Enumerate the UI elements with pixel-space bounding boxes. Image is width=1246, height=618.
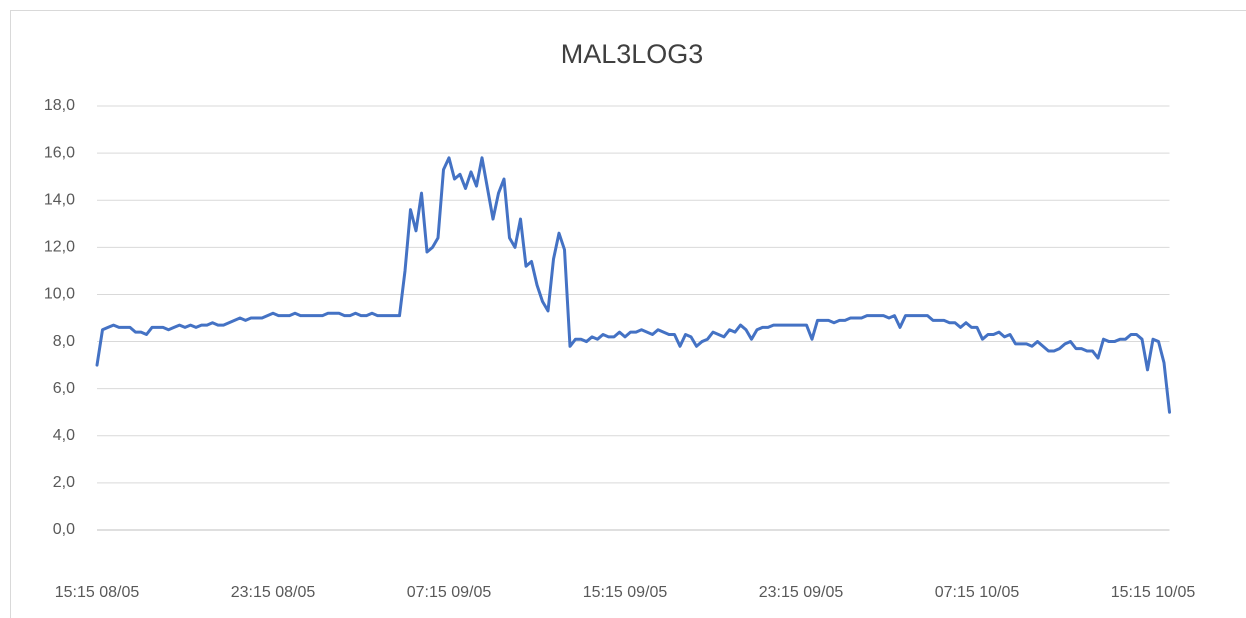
series-line (95, 156, 1171, 414)
x-tick-label: 07:15 09/05 (407, 584, 492, 601)
y-tick-label: 0,0 (53, 521, 75, 538)
y-tick-label: 4,0 (53, 427, 75, 444)
x-tick-label: 23:15 09/05 (759, 584, 844, 601)
chart-title: MAL3LOG3 (561, 39, 704, 69)
x-tick-label: 15:15 10/05 (1111, 584, 1196, 601)
y-tick-label: 10,0 (44, 286, 75, 303)
y-tick-label: 2,0 (53, 474, 75, 491)
x-tick-label: 07:15 10/05 (935, 584, 1020, 601)
y-tick-label: 18,0 (44, 97, 75, 114)
y-tick-label: 16,0 (44, 144, 75, 161)
x-tick-label: 15:15 09/05 (583, 584, 668, 601)
y-tick-label: 6,0 (53, 380, 75, 397)
y-tick-label: 8,0 (53, 333, 75, 350)
chart-frame (10, 10, 1246, 618)
x-tick-label: 23:15 08/05 (231, 584, 316, 601)
x-tick-label: 15:15 08/05 (55, 584, 140, 601)
y-tick-label: 12,0 (44, 239, 75, 256)
y-tick-label: 14,0 (44, 191, 75, 208)
